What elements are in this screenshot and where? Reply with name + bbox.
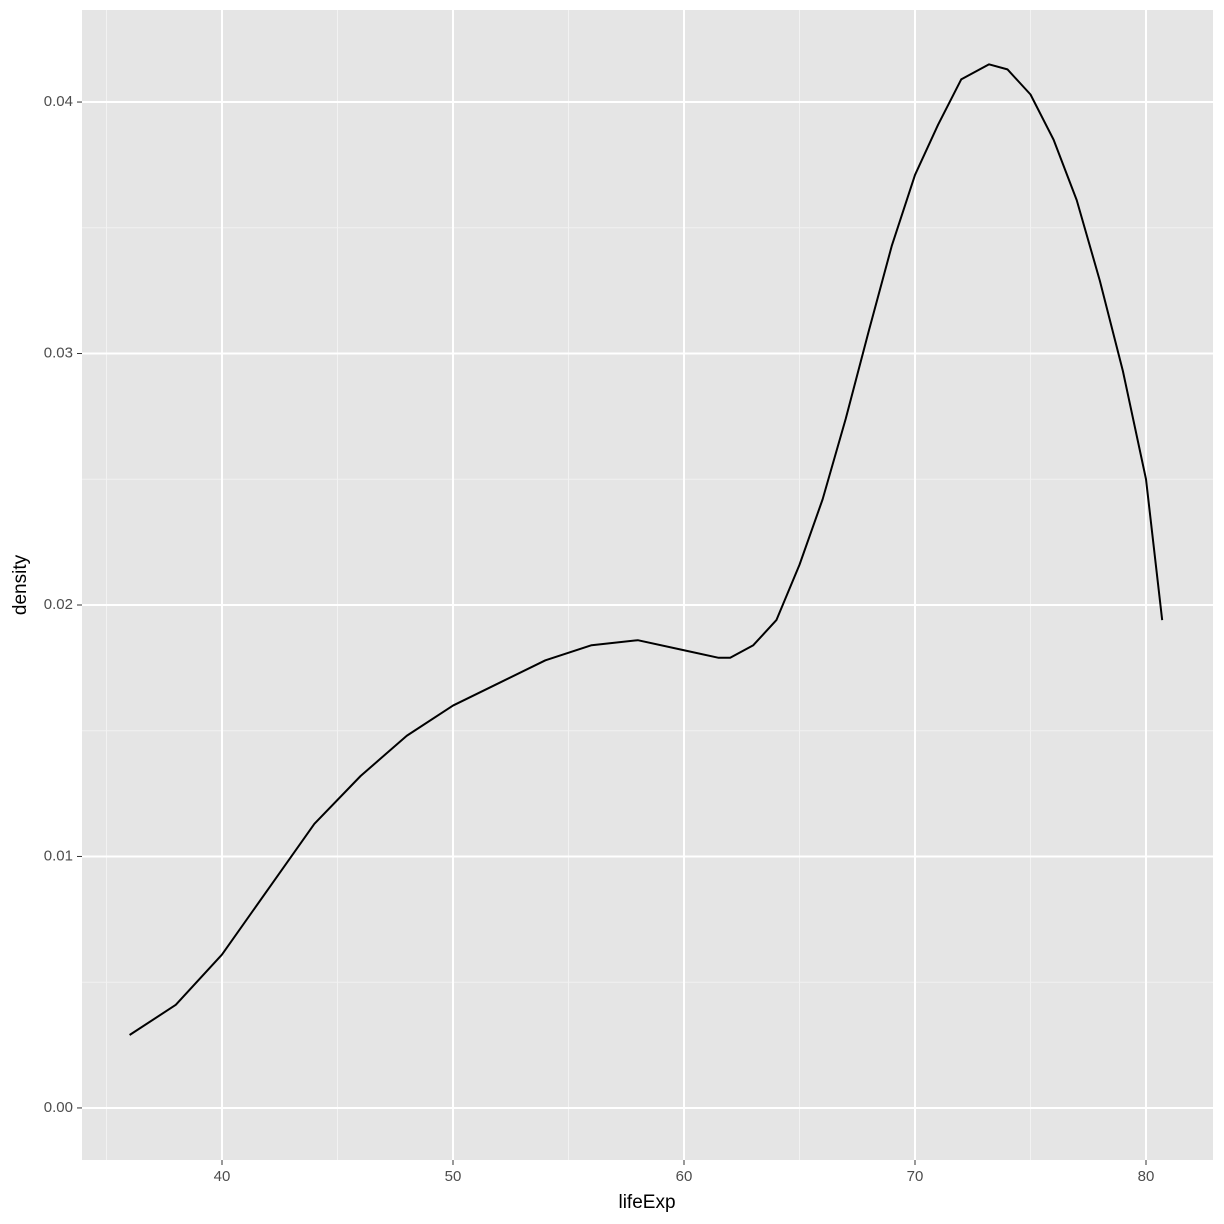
y-tick-label: 0.00 [44, 1099, 73, 1116]
y-tick-label: 0.02 [44, 596, 73, 613]
x-axis-title: lifeExp [618, 1192, 675, 1213]
x-tick-label: 70 [907, 1168, 924, 1185]
x-tick-label: 50 [445, 1168, 462, 1185]
panel [82, 10, 1213, 1160]
x-tick-label: 60 [676, 1168, 693, 1185]
x-tick-label: 80 [1138, 1168, 1155, 1185]
y-axis-title: density [10, 554, 31, 615]
y-tick-label: 0.01 [44, 847, 73, 864]
y-tick-label: 0.04 [44, 93, 73, 110]
density-line [129, 63, 1164, 1036]
x-tick-label: 40 [214, 1168, 231, 1185]
y-tick-label: 0.03 [44, 344, 73, 361]
